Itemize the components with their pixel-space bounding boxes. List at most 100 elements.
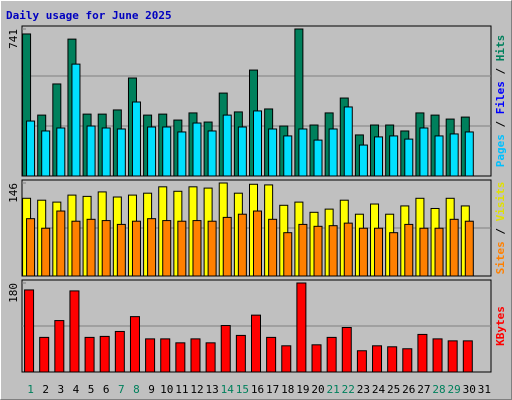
bar [434, 227, 444, 277]
bar [328, 225, 338, 277]
x-tick-label: 29 [448, 383, 461, 396]
bar [177, 220, 187, 277]
bar [356, 350, 367, 373]
x-tick-label: 30 [463, 383, 476, 396]
y-tick-label: 180 [7, 283, 20, 303]
bar [358, 144, 368, 177]
legend-entry: Sites [494, 241, 507, 274]
bar [389, 232, 399, 277]
bar [298, 128, 308, 177]
bar [296, 282, 307, 373]
bar [447, 340, 458, 373]
bar [192, 122, 202, 177]
bar [131, 101, 141, 177]
x-tick-label: 17 [266, 383, 279, 396]
x-tick-label: 24 [372, 383, 386, 396]
bar [147, 218, 157, 277]
legend-entry: Hits [494, 35, 507, 62]
legend-separator: / [494, 114, 507, 134]
bar [374, 227, 384, 277]
legend-entry: Visits [494, 182, 507, 222]
legend-entry: Pages [494, 134, 507, 167]
x-tick-label: 20 [311, 383, 324, 396]
bar [449, 218, 459, 277]
bar [101, 220, 111, 277]
bar [387, 346, 398, 373]
x-tick-label: 1 [27, 383, 34, 396]
bar [326, 336, 337, 373]
bar [404, 138, 414, 177]
bar [86, 125, 96, 177]
bar [39, 336, 50, 373]
y-tick-label: 741 [7, 29, 20, 49]
bar [402, 348, 413, 373]
bar [207, 220, 217, 277]
bar [99, 335, 110, 373]
bar [343, 222, 353, 277]
legend-separator: / [494, 61, 507, 81]
x-tick-label: 4 [73, 383, 80, 396]
bar [389, 135, 399, 177]
bar [160, 338, 171, 373]
bar [266, 336, 277, 373]
bar [190, 338, 201, 373]
x-tick-label: 5 [88, 383, 95, 396]
bar [464, 220, 474, 277]
x-tick-label: 22 [342, 383, 355, 396]
legend: Pages / Files / Hits [494, 35, 507, 168]
x-tick-label: 21 [327, 383, 340, 396]
bar [145, 338, 156, 373]
bar [147, 126, 157, 177]
legend: Sites / Visits [494, 182, 507, 275]
x-tick-label: 11 [175, 383, 188, 396]
x-tick-label: 14 [221, 383, 235, 396]
chart-title: Daily usage for June 2025 [6, 9, 172, 22]
legend: KBytes [494, 306, 507, 346]
bar [177, 131, 187, 177]
bar [56, 127, 66, 177]
bar [86, 218, 96, 277]
bar [253, 210, 262, 277]
bar [341, 327, 352, 373]
bar [462, 340, 473, 373]
bar [71, 63, 81, 177]
legend-entry: KBytes [494, 306, 507, 346]
bar [24, 289, 35, 373]
x-tick-label: 16 [251, 383, 264, 396]
y-tick-label: 146 [7, 183, 20, 203]
bar [116, 223, 126, 277]
x-tick-label: 9 [148, 383, 155, 396]
bar [268, 218, 278, 277]
bar [449, 133, 459, 177]
x-tick-label: 18 [281, 383, 294, 396]
bar [84, 336, 95, 373]
x-tick-label: 6 [103, 383, 110, 396]
x-tick-label: 13 [205, 383, 218, 396]
bar [281, 345, 292, 373]
bar [372, 345, 383, 373]
bar [26, 218, 36, 277]
bar [114, 330, 125, 373]
bar [432, 338, 443, 373]
bar [131, 220, 141, 277]
bar [220, 325, 231, 373]
bar [417, 333, 428, 373]
legend-entry: Files [494, 81, 507, 114]
bar [404, 223, 414, 277]
x-tick-label: 23 [357, 383, 370, 396]
bar [205, 342, 216, 373]
bar [41, 130, 51, 177]
bar [253, 110, 262, 177]
bar [283, 135, 293, 177]
bar [328, 128, 338, 177]
bar [298, 223, 308, 277]
x-tick-label: 3 [58, 383, 65, 396]
bar [207, 130, 217, 177]
bar [129, 316, 140, 373]
x-tick-label: 27 [417, 383, 430, 396]
bar [251, 314, 261, 373]
bar [222, 216, 232, 277]
bar [162, 220, 172, 277]
bar [237, 126, 247, 177]
